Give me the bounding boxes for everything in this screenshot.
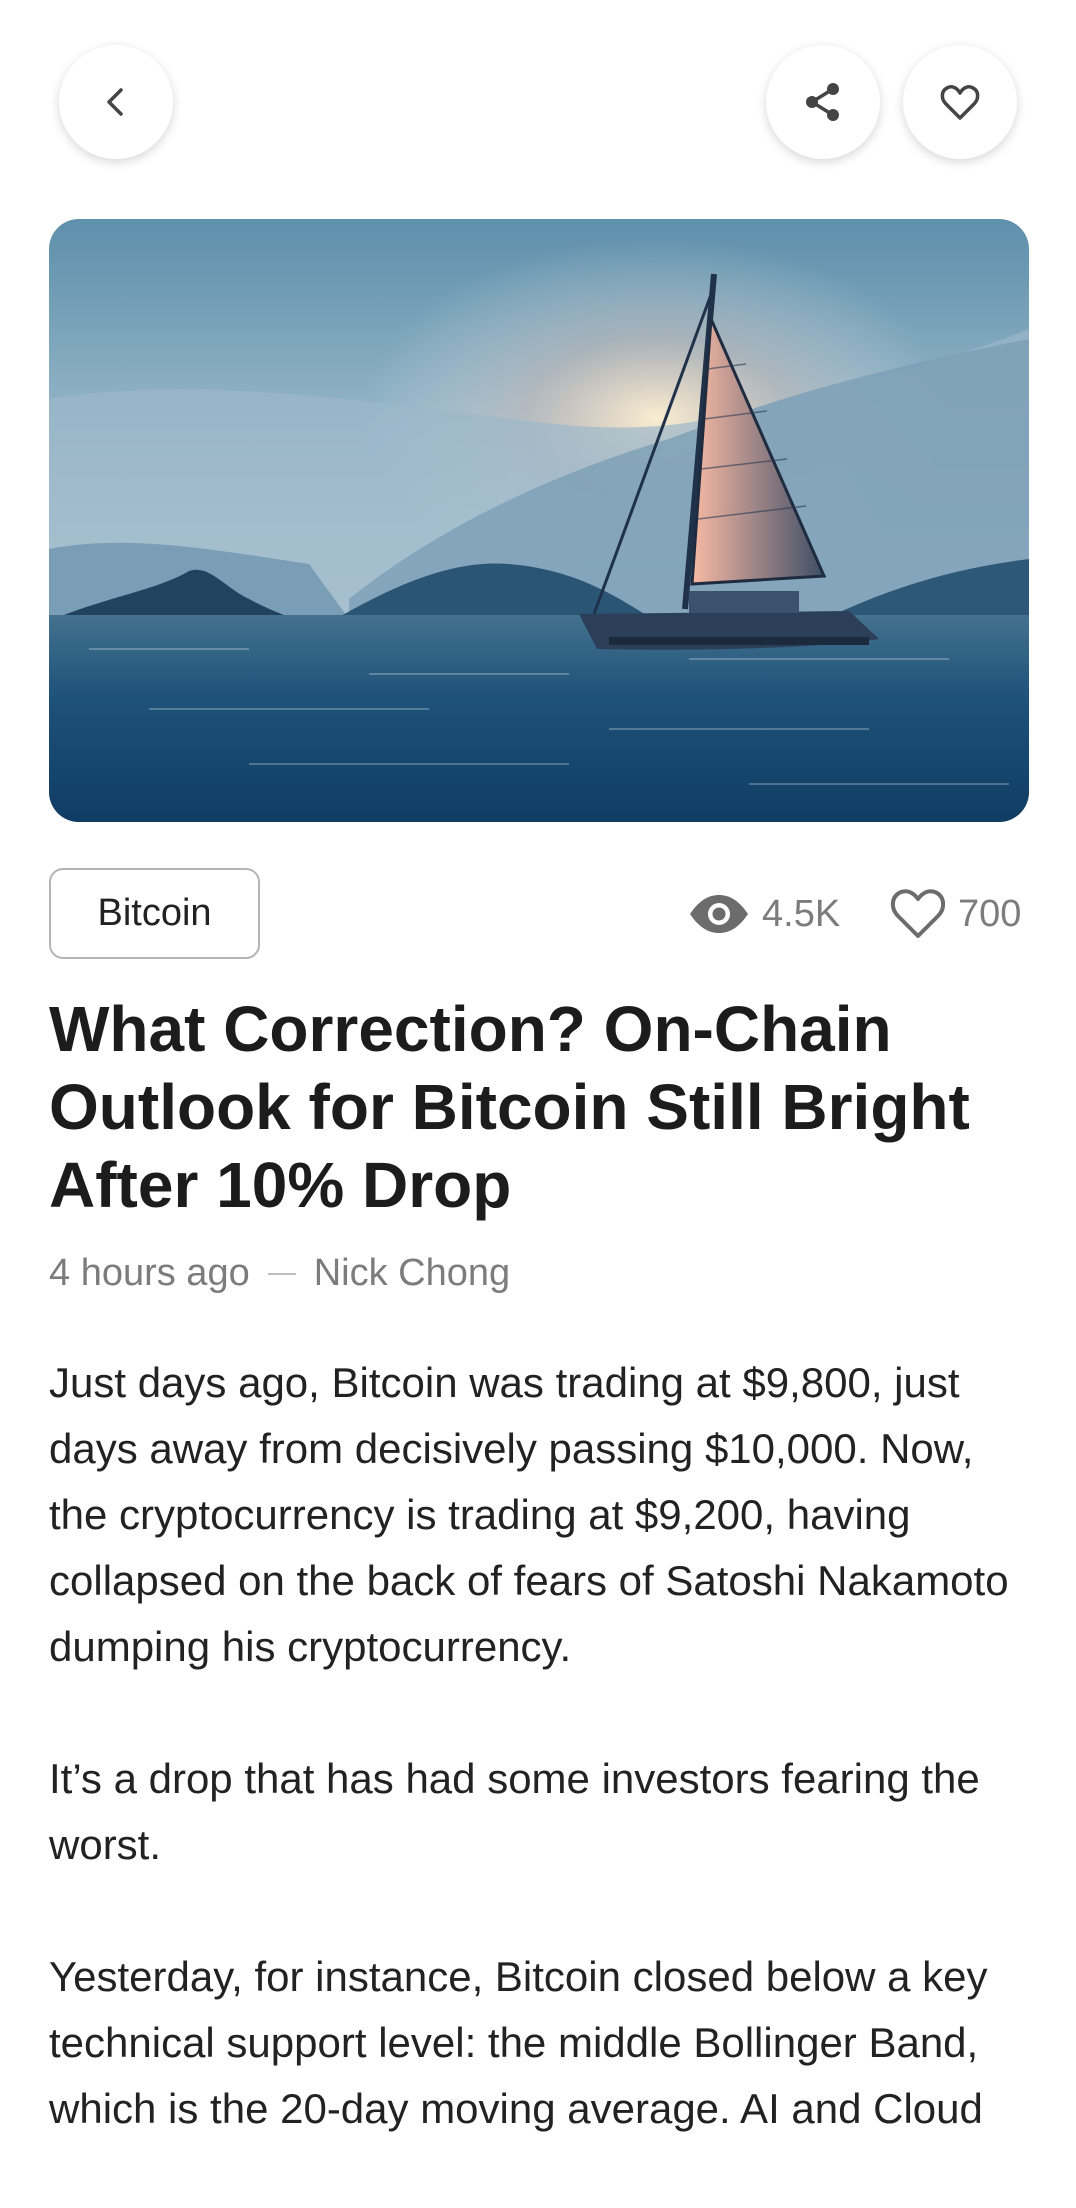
article-title: What Correction? On-Chain Outlook for Bi…	[49, 993, 970, 1221]
article-paragraph: Yesterday, for instance, Bitcoin closed …	[49, 1953, 988, 2132]
chevron-left-icon	[107, 88, 123, 116]
eye-icon	[690, 895, 748, 933]
article-paragraph: It’s a drop that has had some investors …	[49, 1755, 980, 1868]
article-body: Just days ago, Bitcoin was trading at $9…	[49, 1350, 1034, 2208]
author-name[interactable]: Nick Chong	[313, 1252, 511, 1294]
heart-outline-icon	[890, 889, 946, 938]
favorite-button[interactable]	[903, 45, 1017, 159]
likes-count: 700	[958, 892, 1022, 935]
heart-icon	[940, 85, 980, 120]
share-icon	[806, 83, 839, 121]
publish-time: 4 hours ago	[49, 1252, 250, 1294]
category-tag[interactable]: Bitcoin	[49, 868, 260, 959]
article-meta: 4 hours ago Nick Chong	[49, 1252, 510, 1295]
article-paragraph: Just days ago, Bitcoin was trading at $9…	[49, 1359, 1009, 1670]
meta-divider	[267, 1272, 296, 1275]
views-stat: 4.5K	[688, 884, 840, 944]
likes-stat: 700	[890, 884, 1021, 944]
share-button[interactable]	[766, 45, 880, 159]
views-count: 4.5K	[762, 892, 841, 935]
back-button[interactable]	[59, 45, 173, 159]
sailboat-at-sunset-photo	[49, 219, 1029, 822]
hero-image	[49, 219, 1029, 822]
